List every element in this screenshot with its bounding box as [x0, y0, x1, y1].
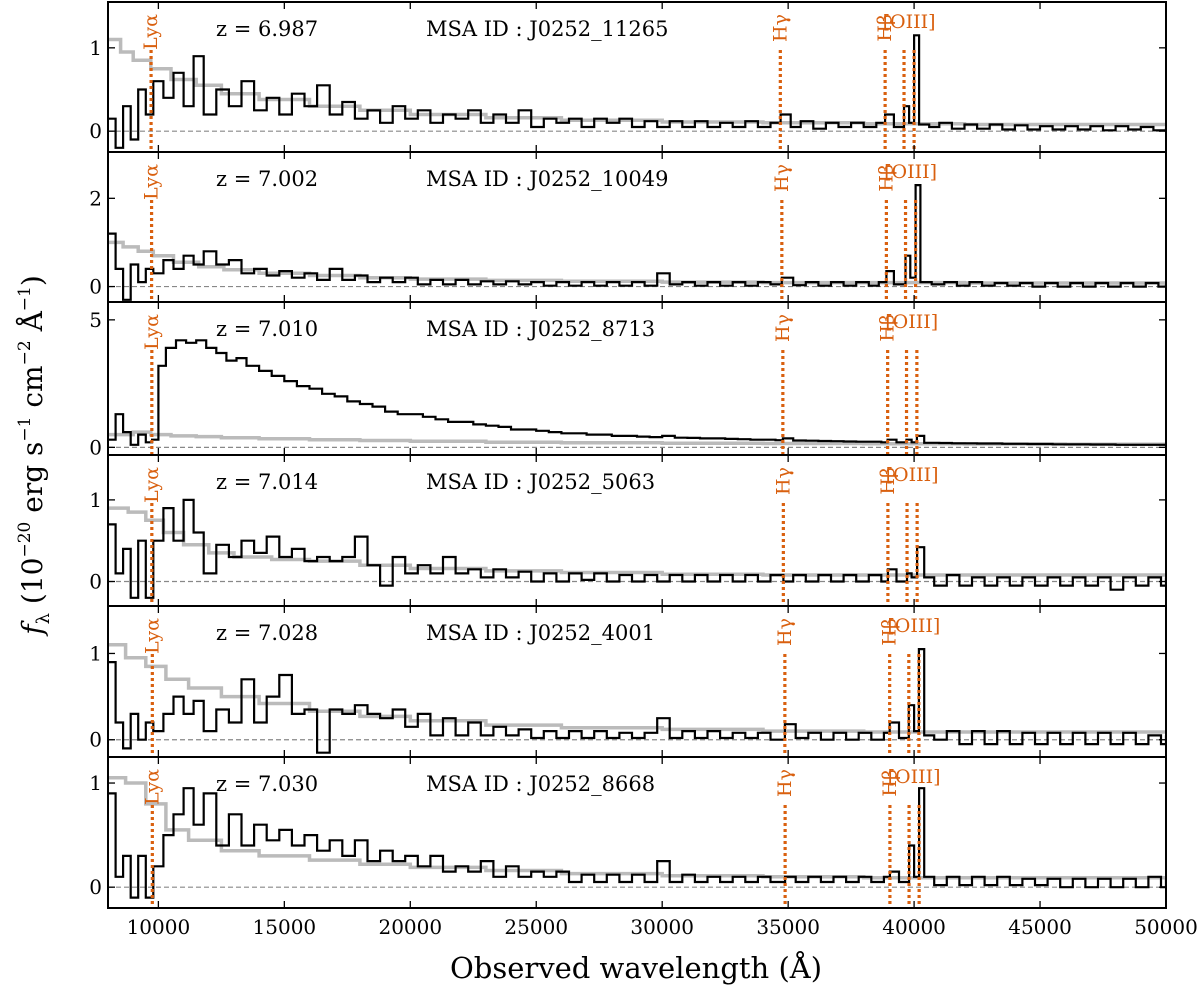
x-tick-label: 30000 [630, 915, 694, 939]
observed-spectrum [108, 34, 1166, 149]
panel-plot-area [108, 34, 1166, 152]
panel-plot-area [108, 776, 1166, 908]
msa-id-label: MSA ID : J0252_11265 [426, 17, 668, 41]
panel-plot-area [108, 184, 1166, 302]
y-label-ang: Å [16, 310, 49, 340]
x-tick-label: 20000 [378, 915, 442, 939]
x-tick-label: 25000 [504, 915, 568, 939]
line-label: Lyα [141, 769, 163, 805]
y-tick-label: 1 [89, 641, 102, 665]
panel-2: Lyα Hγ Hβ[OIII] 0 2 z = 7.002 MSA ID : J0252_1… [89, 151, 1167, 303]
redshift-label: z = 7.010 [216, 317, 318, 341]
line-label: Hβ [877, 314, 899, 342]
line-label: Lyα [141, 467, 163, 503]
x-tick-label: 45000 [1008, 915, 1072, 939]
y-tick-label: 0 [89, 570, 102, 594]
line-label: Hβ [879, 769, 901, 797]
y-label-exp1: −20 [15, 522, 35, 558]
x-tick-label: 15000 [253, 915, 317, 939]
line-label: Hβ [877, 467, 899, 495]
panel-3: Lyα Hγ Hβ[OIII] 0 5 z = 7.010 MSA ID : J0252_8… [89, 301, 1167, 459]
model-spectrum [108, 430, 1166, 447]
redshift-label: z = 7.030 [216, 772, 318, 796]
y-tick-label: 0 [89, 728, 102, 752]
panel-1: Lyα Hγ Hβ[OIII] 0 1 z = 6.987 MSA ID : J0252_1… [89, 1, 1167, 153]
redshift-label: z = 7.002 [216, 167, 318, 191]
line-label: Hβ [874, 14, 896, 42]
y-label-units: erg s [16, 442, 49, 522]
msa-id-label: MSA ID : J0252_8713 [426, 317, 655, 341]
line-label: Lyα [141, 618, 163, 654]
line-label: Lyα [141, 314, 163, 350]
line-label: Hγ [774, 769, 796, 797]
panel-plot-area [108, 643, 1166, 757]
y-label-close: ) [16, 275, 49, 286]
panel-4: Lyα Hγ Hβ[OIII] 0 1 z = 7.014 MSA ID : J0252_5… [89, 454, 1167, 607]
panel-6: Lyα Hγ Hβ[OIII] 0 1 z = 7.030 MSA ID : J0252_8… [89, 756, 1167, 909]
y-label-exp3: −2 [15, 340, 35, 365]
y-tick-label: 1 [89, 771, 102, 795]
y-tick-label: 1 [89, 488, 102, 512]
panel-frame [107, 756, 1167, 909]
x-axis-label: Observed wavelength (Å) [450, 950, 822, 985]
panels-group: Lyα Hγ Hβ[OIII]01z = 6.987 MSA ID : J0252_1… [89, 1, 1167, 909]
redshift-label: z = 6.987 [216, 17, 318, 41]
observed-spectrum [108, 787, 1166, 899]
msa-id-label: MSA ID : J0252_8668 [426, 772, 655, 796]
x-tick-label: 50000 [1134, 915, 1198, 939]
line-label: Hγ [774, 618, 796, 646]
model-spectrum [108, 37, 1166, 127]
observed-spectrum [108, 498, 1166, 599]
line-label: Hγ [769, 14, 791, 42]
y-tick-label: 0 [89, 875, 102, 899]
line-label: [OIII] [887, 615, 940, 637]
panel-5: Lyα Hγ Hβ[OIII] 0 1 z = 7.028 MSA ID : J0252_4… [89, 605, 1167, 758]
line-label: Hγ [772, 314, 794, 342]
line-label: Hγ [771, 164, 793, 192]
x-tick-label: 10000 [127, 915, 191, 939]
line-label: [OIII] [883, 11, 936, 33]
line-label: Hβ [875, 164, 897, 192]
line-label: Hγ [772, 467, 794, 495]
y-tick-label: 1 [89, 36, 102, 60]
line-label: [OIII] [888, 766, 941, 788]
x-tick-label: 40000 [882, 915, 946, 939]
panel-plot-area [108, 498, 1166, 606]
y-tick-label: 2 [89, 186, 102, 210]
line-label: Hβ [879, 618, 901, 646]
y-tick-label: 5 [89, 308, 102, 332]
x-tick-label: 35000 [756, 915, 820, 939]
y-label-sub: λ [33, 613, 54, 624]
msa-id-label: MSA ID : J0252_4001 [426, 621, 655, 645]
line-label: Lyα [141, 164, 163, 200]
line-label: Lyα [140, 14, 162, 50]
msa-id-label: MSA ID : J0252_10049 [426, 167, 668, 191]
y-tick-label: 0 [89, 119, 102, 143]
y-label-open: (10 [16, 558, 49, 613]
line-label: [OIII] [885, 311, 938, 333]
model-spectrum [108, 643, 1166, 734]
y-tick-label: 0 [89, 275, 102, 299]
line-label: [OIII] [884, 161, 937, 183]
msa-id-label: MSA ID : J0252_5063 [426, 470, 655, 494]
redshift-label: z = 7.028 [216, 621, 318, 645]
y-label-cm: cm [16, 365, 49, 416]
panel-plot-area [108, 339, 1166, 455]
x-tick-labels: 10000 15000 20000 25000 30000 35000 40000 45000… [127, 915, 1198, 939]
y-axis-label: fλ (10−20 erg s−1 cm−2 Å−1) [15, 275, 54, 637]
observed-spectrum [108, 648, 1166, 754]
model-spectrum [108, 240, 1166, 285]
observed-spectrum [108, 184, 1166, 301]
y-tick-label: 0 [89, 435, 102, 459]
redshift-label: z = 7.014 [216, 470, 318, 494]
y-label-exp4: −1 [15, 286, 35, 311]
line-label: [OIII] [886, 464, 939, 486]
y-label-exp2: −1 [15, 417, 35, 442]
observed-spectrum [108, 339, 1166, 446]
